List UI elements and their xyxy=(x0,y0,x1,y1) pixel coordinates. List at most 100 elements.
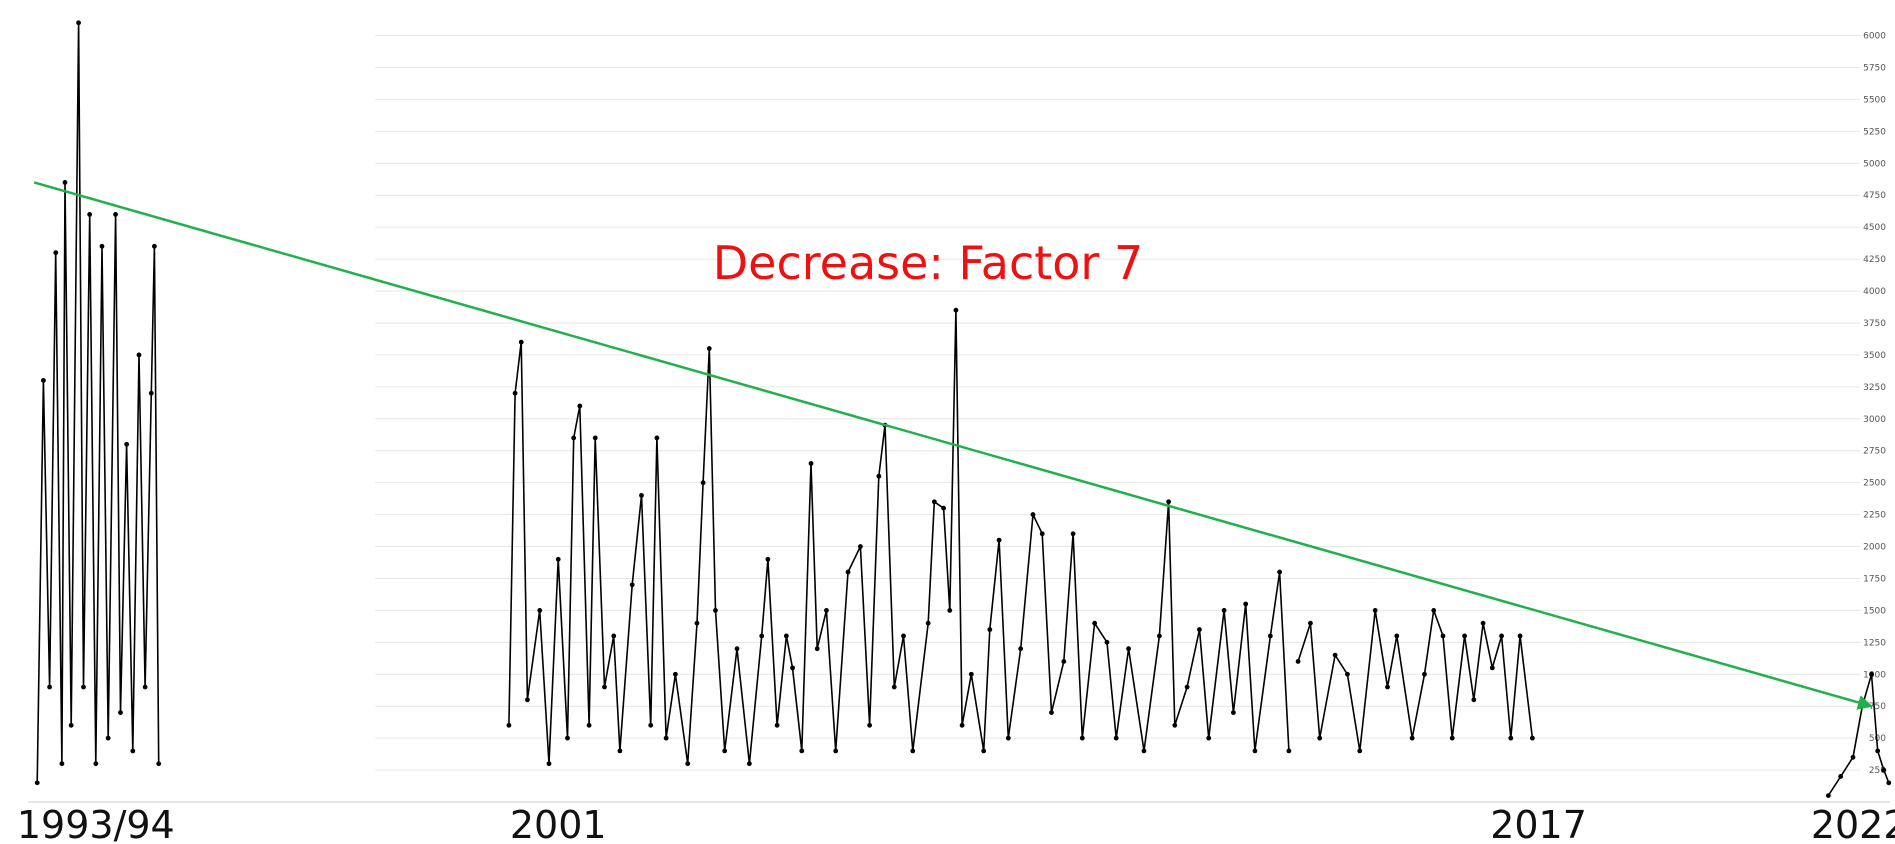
data-point xyxy=(722,748,728,754)
data-point xyxy=(996,537,1002,543)
data-point xyxy=(814,646,820,652)
data-point xyxy=(790,665,795,671)
trend-group xyxy=(33,181,1873,710)
data-point xyxy=(1104,639,1110,645)
data-point xyxy=(987,627,993,632)
data-point xyxy=(746,761,752,767)
data-point xyxy=(876,473,882,479)
data-point xyxy=(105,735,111,741)
y-tick-label: 4000 xyxy=(1863,287,1886,297)
data-point xyxy=(62,180,68,185)
data-point xyxy=(672,671,678,677)
data-point xyxy=(1517,633,1523,639)
data-point xyxy=(1499,633,1504,639)
data-point xyxy=(891,684,897,690)
data-point xyxy=(518,339,524,345)
data-point xyxy=(910,748,916,754)
annotation-label: Decrease: Factor 7 xyxy=(713,236,1144,290)
data-point xyxy=(694,620,700,626)
data-point xyxy=(1049,710,1054,715)
data-point xyxy=(93,761,99,767)
data-point xyxy=(1449,735,1455,741)
data-point xyxy=(1385,684,1390,690)
x-tick-label: 1993/94 xyxy=(17,803,175,844)
data-point xyxy=(759,633,765,639)
y-tick-label: 2000 xyxy=(1863,543,1886,553)
data-point xyxy=(824,607,829,613)
data-point xyxy=(130,748,136,754)
data-point xyxy=(118,710,123,715)
y-tick-label: 5250 xyxy=(1863,127,1886,137)
data-point xyxy=(648,722,654,728)
data-point xyxy=(617,748,623,754)
data-point xyxy=(124,441,130,447)
y-tick-label: 4750 xyxy=(1863,191,1886,201)
data-point xyxy=(1113,735,1119,741)
data-point xyxy=(1508,735,1514,741)
data-point xyxy=(1156,633,1162,639)
data-point xyxy=(1018,646,1024,652)
data-point xyxy=(1875,748,1881,754)
data-point xyxy=(857,544,863,549)
data-point xyxy=(565,735,570,741)
y-tick-label: 2250 xyxy=(1863,511,1886,521)
data-point xyxy=(1440,633,1446,639)
data-point xyxy=(68,722,74,728)
data-point xyxy=(867,722,872,728)
data-point xyxy=(901,633,906,639)
y-tick-label: 1000 xyxy=(1863,670,1886,680)
y-tick-label: 3250 xyxy=(1863,383,1886,393)
data-point xyxy=(968,671,974,677)
series-line-segment-2 xyxy=(508,309,1290,765)
data-point xyxy=(959,722,965,728)
data-point xyxy=(1372,607,1378,613)
series-line-segment-1 xyxy=(36,22,160,783)
data-point xyxy=(1422,671,1427,677)
data-point xyxy=(506,722,512,728)
data-point xyxy=(1869,671,1874,677)
data-point xyxy=(99,243,105,249)
data-point xyxy=(629,582,635,588)
data-point xyxy=(845,569,851,575)
series-group xyxy=(34,20,1892,799)
data-point xyxy=(1462,633,1467,639)
data-point xyxy=(1431,607,1437,613)
data-point xyxy=(1881,767,1887,773)
data-point xyxy=(555,556,561,562)
data-point xyxy=(34,780,40,786)
data-point xyxy=(1394,633,1400,639)
data-point xyxy=(156,761,162,767)
data-point xyxy=(799,748,805,754)
data-point xyxy=(148,390,154,396)
data-point xyxy=(53,250,59,256)
data-point xyxy=(1070,531,1076,537)
data-point xyxy=(1886,780,1892,786)
data-point xyxy=(833,748,839,754)
data-point xyxy=(1850,754,1856,760)
data-point xyxy=(1252,748,1258,754)
series-line-segment-4 xyxy=(1827,673,1890,797)
y-tick-label: 4500 xyxy=(1863,223,1886,233)
data-point xyxy=(546,761,552,767)
data-point xyxy=(1267,633,1273,639)
data-point xyxy=(1079,735,1085,741)
data-point xyxy=(639,493,644,498)
y-tick-label: 750 xyxy=(1869,702,1886,712)
data-point xyxy=(1126,646,1131,652)
data-point xyxy=(1061,659,1067,664)
data-point xyxy=(602,684,607,690)
y-tick-label: 250 xyxy=(1869,766,1886,776)
data-point xyxy=(663,735,669,741)
data-point xyxy=(1317,735,1323,741)
data-point xyxy=(87,211,93,217)
x-tick-label: 2022 xyxy=(1811,803,1895,844)
x-tick-label: 2001 xyxy=(510,803,607,844)
data-point xyxy=(1166,499,1172,505)
data-point xyxy=(571,435,577,441)
y-tick-label: 5500 xyxy=(1863,95,1886,105)
trend-arrow xyxy=(33,181,1873,710)
y-tick-label: 1500 xyxy=(1863,606,1886,616)
data-point xyxy=(1409,735,1415,741)
data-point xyxy=(151,243,157,249)
